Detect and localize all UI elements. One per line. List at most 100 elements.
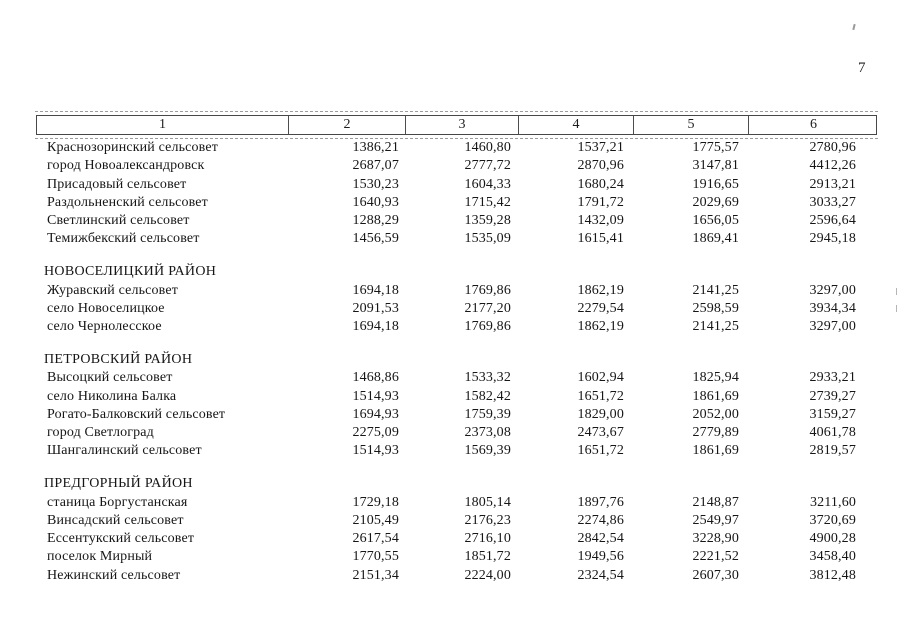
row-value-col3: 1759,39 <box>464 406 511 422</box>
row-value-col3: 2373,08 <box>464 425 511 441</box>
row-name: Раздольненский сельсовет <box>47 194 208 210</box>
row-value-col6: 4061,78 <box>809 425 856 441</box>
row-name: станица Боргустанская <box>47 494 188 510</box>
row-value-col3: 1769,86 <box>464 319 511 335</box>
row-value-col5: 1861,69 <box>692 443 739 459</box>
row-value-col3: 2777,72 <box>464 158 511 174</box>
row-value-col6: 2780,96 <box>809 140 856 155</box>
row-value-col5: 2779,89 <box>692 425 739 441</box>
row-value-col6: 3033,27 <box>809 194 856 210</box>
row-value-col4: 2473,67 <box>577 425 624 441</box>
row-value-col6: 3211,60 <box>809 494 856 510</box>
row-name: Журавский сельсовет <box>47 282 178 298</box>
row-name: город Светлоград <box>47 425 154 441</box>
section-title: ПРЕДГОРНЫЙ РАЙОН <box>44 476 193 492</box>
row-name: поселок Мирный <box>47 549 153 565</box>
row-value-col4: 2274,86 <box>577 512 624 528</box>
row-value-col3: 1851,72 <box>464 549 511 565</box>
row-value-col3: 1533,32 <box>464 370 511 386</box>
row-value-col5: 3228,90 <box>692 531 739 547</box>
row-value-col5: 2148,87 <box>692 494 739 510</box>
table-row: город Светлоград 2275,09 2373,08 2473,67 277… <box>36 424 877 442</box>
row-value-col6: 3297,00 <box>809 319 856 335</box>
row-value-col3: 1604,33 <box>464 176 511 192</box>
table-row: Рогато-Балковский сельсовет 1694,93 1759,3… <box>36 406 877 424</box>
row-value-col2: 2091,53 <box>352 300 399 316</box>
row-value-col6: 3720,69 <box>809 512 856 528</box>
row-value-col2: 2151,34 <box>352 567 399 583</box>
row-value-col5: 2607,30 <box>692 567 739 583</box>
table-row: Присадовый сельсовет 1530,23 1604,33 1680,2… <box>36 176 877 194</box>
row-value-col6: 4900,28 <box>809 531 856 547</box>
row-value-col3: 1769,86 <box>464 282 511 298</box>
row-value-col4: 1829,00 <box>577 406 624 422</box>
row-value-col6: 2819,57 <box>809 443 856 459</box>
row-value-col3: 2176,23 <box>464 512 511 528</box>
row-value-col2: 2687,07 <box>352 158 399 174</box>
table-row: Журавский сельсовет 1694,18 1769,86 1862,19… <box>36 282 877 300</box>
row-value-col2: 1640,93 <box>352 194 399 210</box>
row-value-col2: 1729,18 <box>352 494 399 510</box>
row-value-col5: 2598,59 <box>692 300 739 316</box>
row-value-col5: 1825,94 <box>692 370 739 386</box>
row-name: Винсадский сельсовет <box>47 512 184 528</box>
row-name: Присадовый сельсовет <box>47 176 187 192</box>
row-value-col2: 1456,59 <box>352 231 399 247</box>
table-row: Шангалинский сельсовет 1514,93 1569,39 1651… <box>36 442 877 460</box>
row-value-col5: 2141,25 <box>692 282 739 298</box>
row-value-col2: 1386,21 <box>352 140 399 155</box>
section-title: НОВОСЕЛИЦКИЙ РАЙОН <box>44 264 217 280</box>
row-value-col2: 2617,54 <box>352 531 399 547</box>
scan-artifact-tick <box>896 288 897 295</box>
row-value-col4: 1651,72 <box>577 443 624 459</box>
table-row: Краснозоринский сельсовет 1386,21 1460,80 1… <box>36 139 877 157</box>
row-value-col5: 1861,69 <box>692 388 739 404</box>
row-value-col5: 1775,57 <box>692 140 739 155</box>
row-name: село Николина Балка <box>47 388 177 404</box>
row-name: Рогато-Балковский сельсовет <box>47 406 226 422</box>
row-value-col6: 3812,48 <box>809 567 856 583</box>
row-value-col3: 1805,14 <box>464 494 511 510</box>
row-value-col2: 1514,93 <box>352 443 399 459</box>
column-header-5: 5 <box>634 116 749 134</box>
row-value-col2: 1530,23 <box>352 176 399 192</box>
row-value-col4: 1791,72 <box>577 194 624 210</box>
table-row: город Новоалександровск 2687,07 2777,72 287… <box>36 157 877 175</box>
row-value-col5: 2029,69 <box>692 194 739 210</box>
row-value-col2: 2105,49 <box>352 512 399 528</box>
row-value-col6: 3458,40 <box>809 549 856 565</box>
scan-artifact-speck <box>852 23 856 31</box>
column-header-3: 3 <box>406 116 519 134</box>
table-row: Светлинский сельсовет 1288,29 1359,28 1432,… <box>36 212 877 230</box>
table-row: село Новоселицкое 2091,53 2177,20 2279,54 25… <box>36 300 877 318</box>
row-value-col4: 1432,09 <box>577 213 624 229</box>
row-name: Светлинский сельсовет <box>47 213 190 229</box>
table-row: Раздольненский сельсовет 1640,93 1715,42 17… <box>36 194 877 212</box>
row-value-col3: 1535,09 <box>464 231 511 247</box>
row-value-col6: 2945,18 <box>809 231 856 247</box>
row-value-col6: 3159,27 <box>809 406 856 422</box>
row-value-col3: 1569,39 <box>464 443 511 459</box>
row-value-col6: 3934,34 <box>809 300 856 316</box>
row-value-col6: 3297,00 <box>809 282 856 298</box>
row-value-col6: 4412,26 <box>809 158 856 174</box>
column-header-4: 4 <box>519 116 634 134</box>
row-value-col5: 1656,05 <box>692 213 739 229</box>
row-value-col2: 1770,55 <box>352 549 399 565</box>
table-row: Темижбекский сельсовет 1456,59 1535,09 1615… <box>36 230 877 248</box>
row-value-col4: 1602,94 <box>577 370 624 386</box>
row-value-col2: 1514,93 <box>352 388 399 404</box>
row-value-col4: 1862,19 <box>577 319 624 335</box>
row-value-col4: 1949,56 <box>577 549 624 565</box>
column-header-1: 1 <box>37 116 289 134</box>
row-value-col4: 1615,41 <box>577 231 624 247</box>
row-value-col4: 1897,76 <box>577 494 624 510</box>
row-name: город Новоалександровск <box>47 158 205 174</box>
row-value-col5: 2141,25 <box>692 319 739 335</box>
row-value-col4: 1651,72 <box>577 388 624 404</box>
row-value-col4: 1862,19 <box>577 282 624 298</box>
row-value-col5: 1916,65 <box>692 176 739 192</box>
